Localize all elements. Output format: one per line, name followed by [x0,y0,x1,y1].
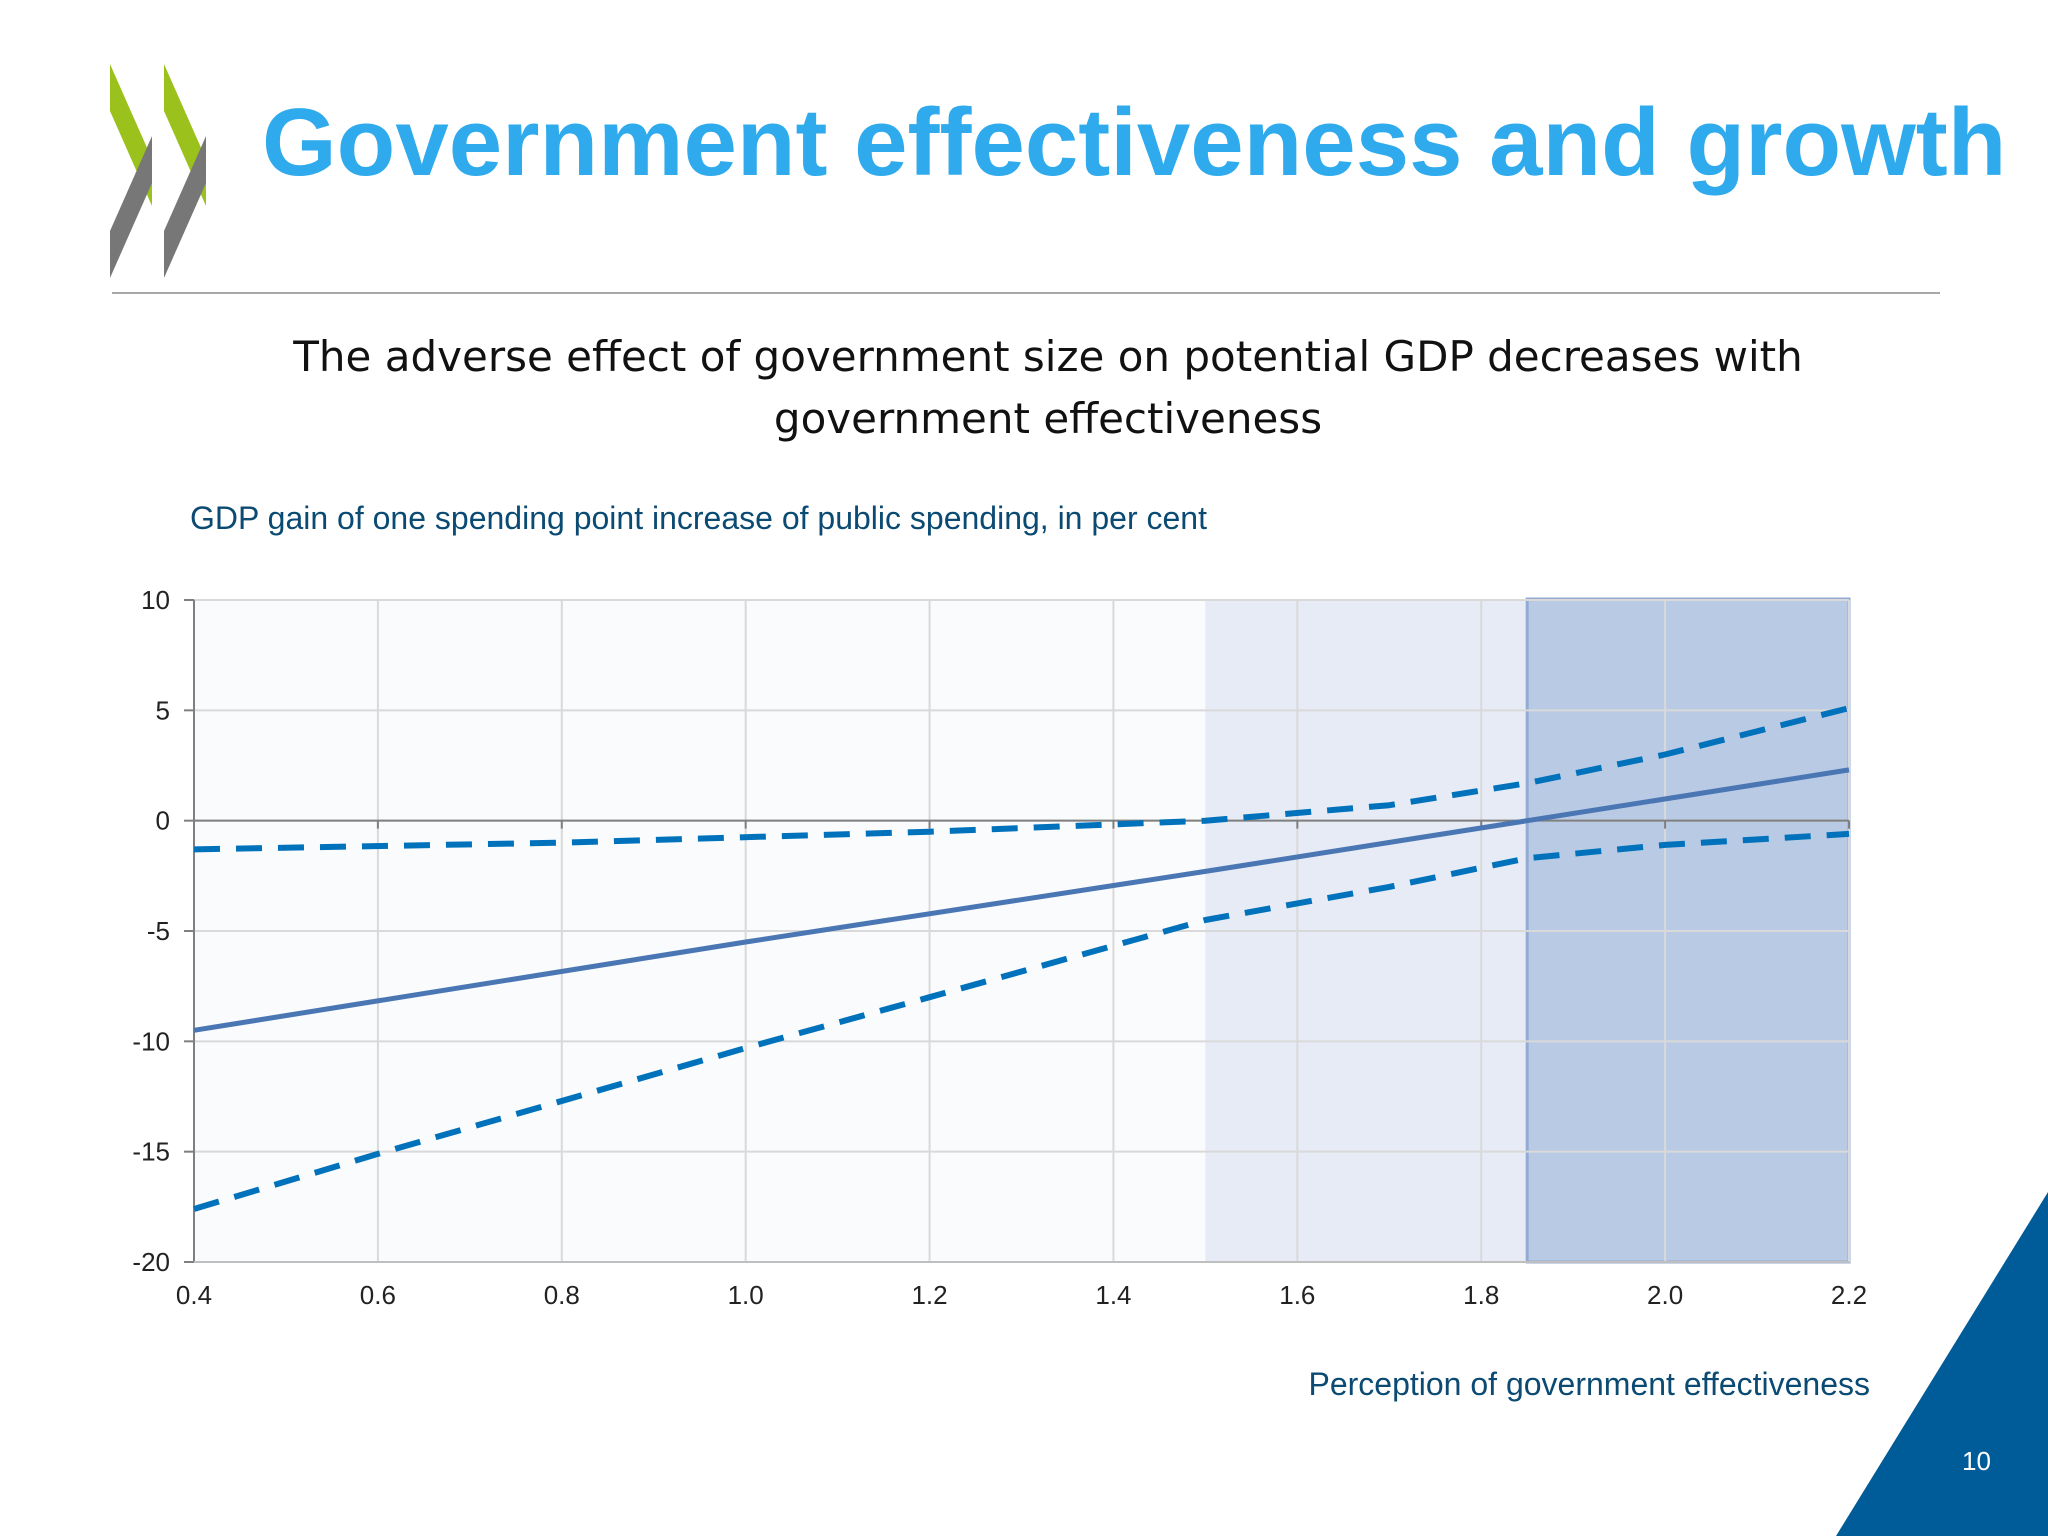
y-tick-label: 10 [141,585,170,615]
line-chart: 0.4 0.6 0.8 1.0 1.2 1.4 1.6 1.8 2.0 2.2 10 5 0 -5 -10 -… [132,585,1867,1310]
x-tick-label: 0.4 [176,1280,212,1310]
chart-axes [184,599,1850,1263]
page-number: 10 [1962,1446,1991,1476]
x-tick-label: 0.6 [360,1280,396,1310]
x-axis-title: Perception of government effectiveness [1308,1366,1870,1402]
x-tick-label: 2.2 [1831,1280,1867,1310]
y-tick-label: -10 [132,1026,170,1056]
x-tick-label: 1.6 [1279,1280,1315,1310]
confidence-band-line-2 [193,830,1850,1212]
subtitle-line-2: government effectiveness [773,394,1323,443]
x-tick-label: 1.2 [911,1280,947,1310]
y-tick-label: -20 [132,1247,170,1277]
oecd-logo-icon [110,64,206,278]
y-tick-label: -15 [132,1137,170,1167]
y-tick-label: -5 [147,916,170,946]
subtitle-line-1: The adverse effect of government size on… [293,332,1803,381]
slide-subtitle: The adverse effect of government size on… [200,326,1896,450]
chart-tick-labels: 0.4 0.6 0.8 1.0 1.2 1.4 1.6 1.8 2.0 2.2 10 5 0 -5 -10 -… [132,585,1867,1310]
x-tick-label: 1.8 [1463,1280,1499,1310]
estimate-line [193,767,1850,1033]
y-tick-label: 0 [156,806,170,836]
x-tick-label: 1.0 [728,1280,764,1310]
y-tick-label: 5 [156,695,170,725]
chart-title: GDP gain of one spending point increase … [190,500,1207,536]
x-tick-label: 2.0 [1647,1280,1683,1310]
x-tick-label: 0.8 [544,1280,580,1310]
chart-series [193,705,1850,1212]
slide-title: Government effectiveness and growth [262,89,2007,196]
title-divider [112,292,1940,294]
x-tick-label: 1.4 [1095,1280,1131,1310]
confidence-band-line-1 [193,705,1850,853]
